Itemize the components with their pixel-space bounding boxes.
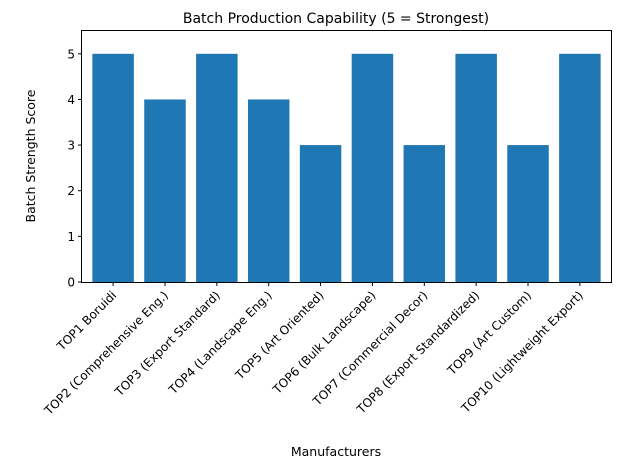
bar — [455, 53, 497, 283]
bar — [507, 145, 549, 282]
x-tick-label: TOP6 (Bulk Landscape) — [269, 288, 378, 397]
x-tick-label: TOP4 (Landscape Eng.) — [165, 288, 274, 397]
bar — [196, 53, 238, 283]
y-tick-label: 5 — [67, 47, 75, 61]
x-tick-label: TOP3 (Export Standard) — [112, 288, 223, 399]
axes-frame — [81, 30, 612, 283]
bar — [144, 99, 186, 282]
bar — [351, 53, 394, 283]
x-axis-label: Manufacturers — [291, 444, 381, 459]
chart-title: Batch Production Capability (5 = Stronge… — [183, 11, 489, 27]
y-tick-label: 1 — [67, 230, 75, 244]
y-tick-label: 3 — [67, 139, 75, 153]
bar — [247, 99, 290, 282]
x-tick-label: TOP5 (Art Oriented) — [232, 288, 327, 383]
bar — [92, 53, 134, 283]
y-tick-label: 2 — [67, 184, 75, 198]
y-axis-label: Batch Strength Score — [23, 89, 38, 222]
y-tick-label: 0 — [67, 276, 75, 290]
bar — [299, 145, 342, 282]
bar — [403, 145, 446, 282]
bar — [559, 53, 601, 283]
y-tick-label: 4 — [67, 93, 75, 107]
